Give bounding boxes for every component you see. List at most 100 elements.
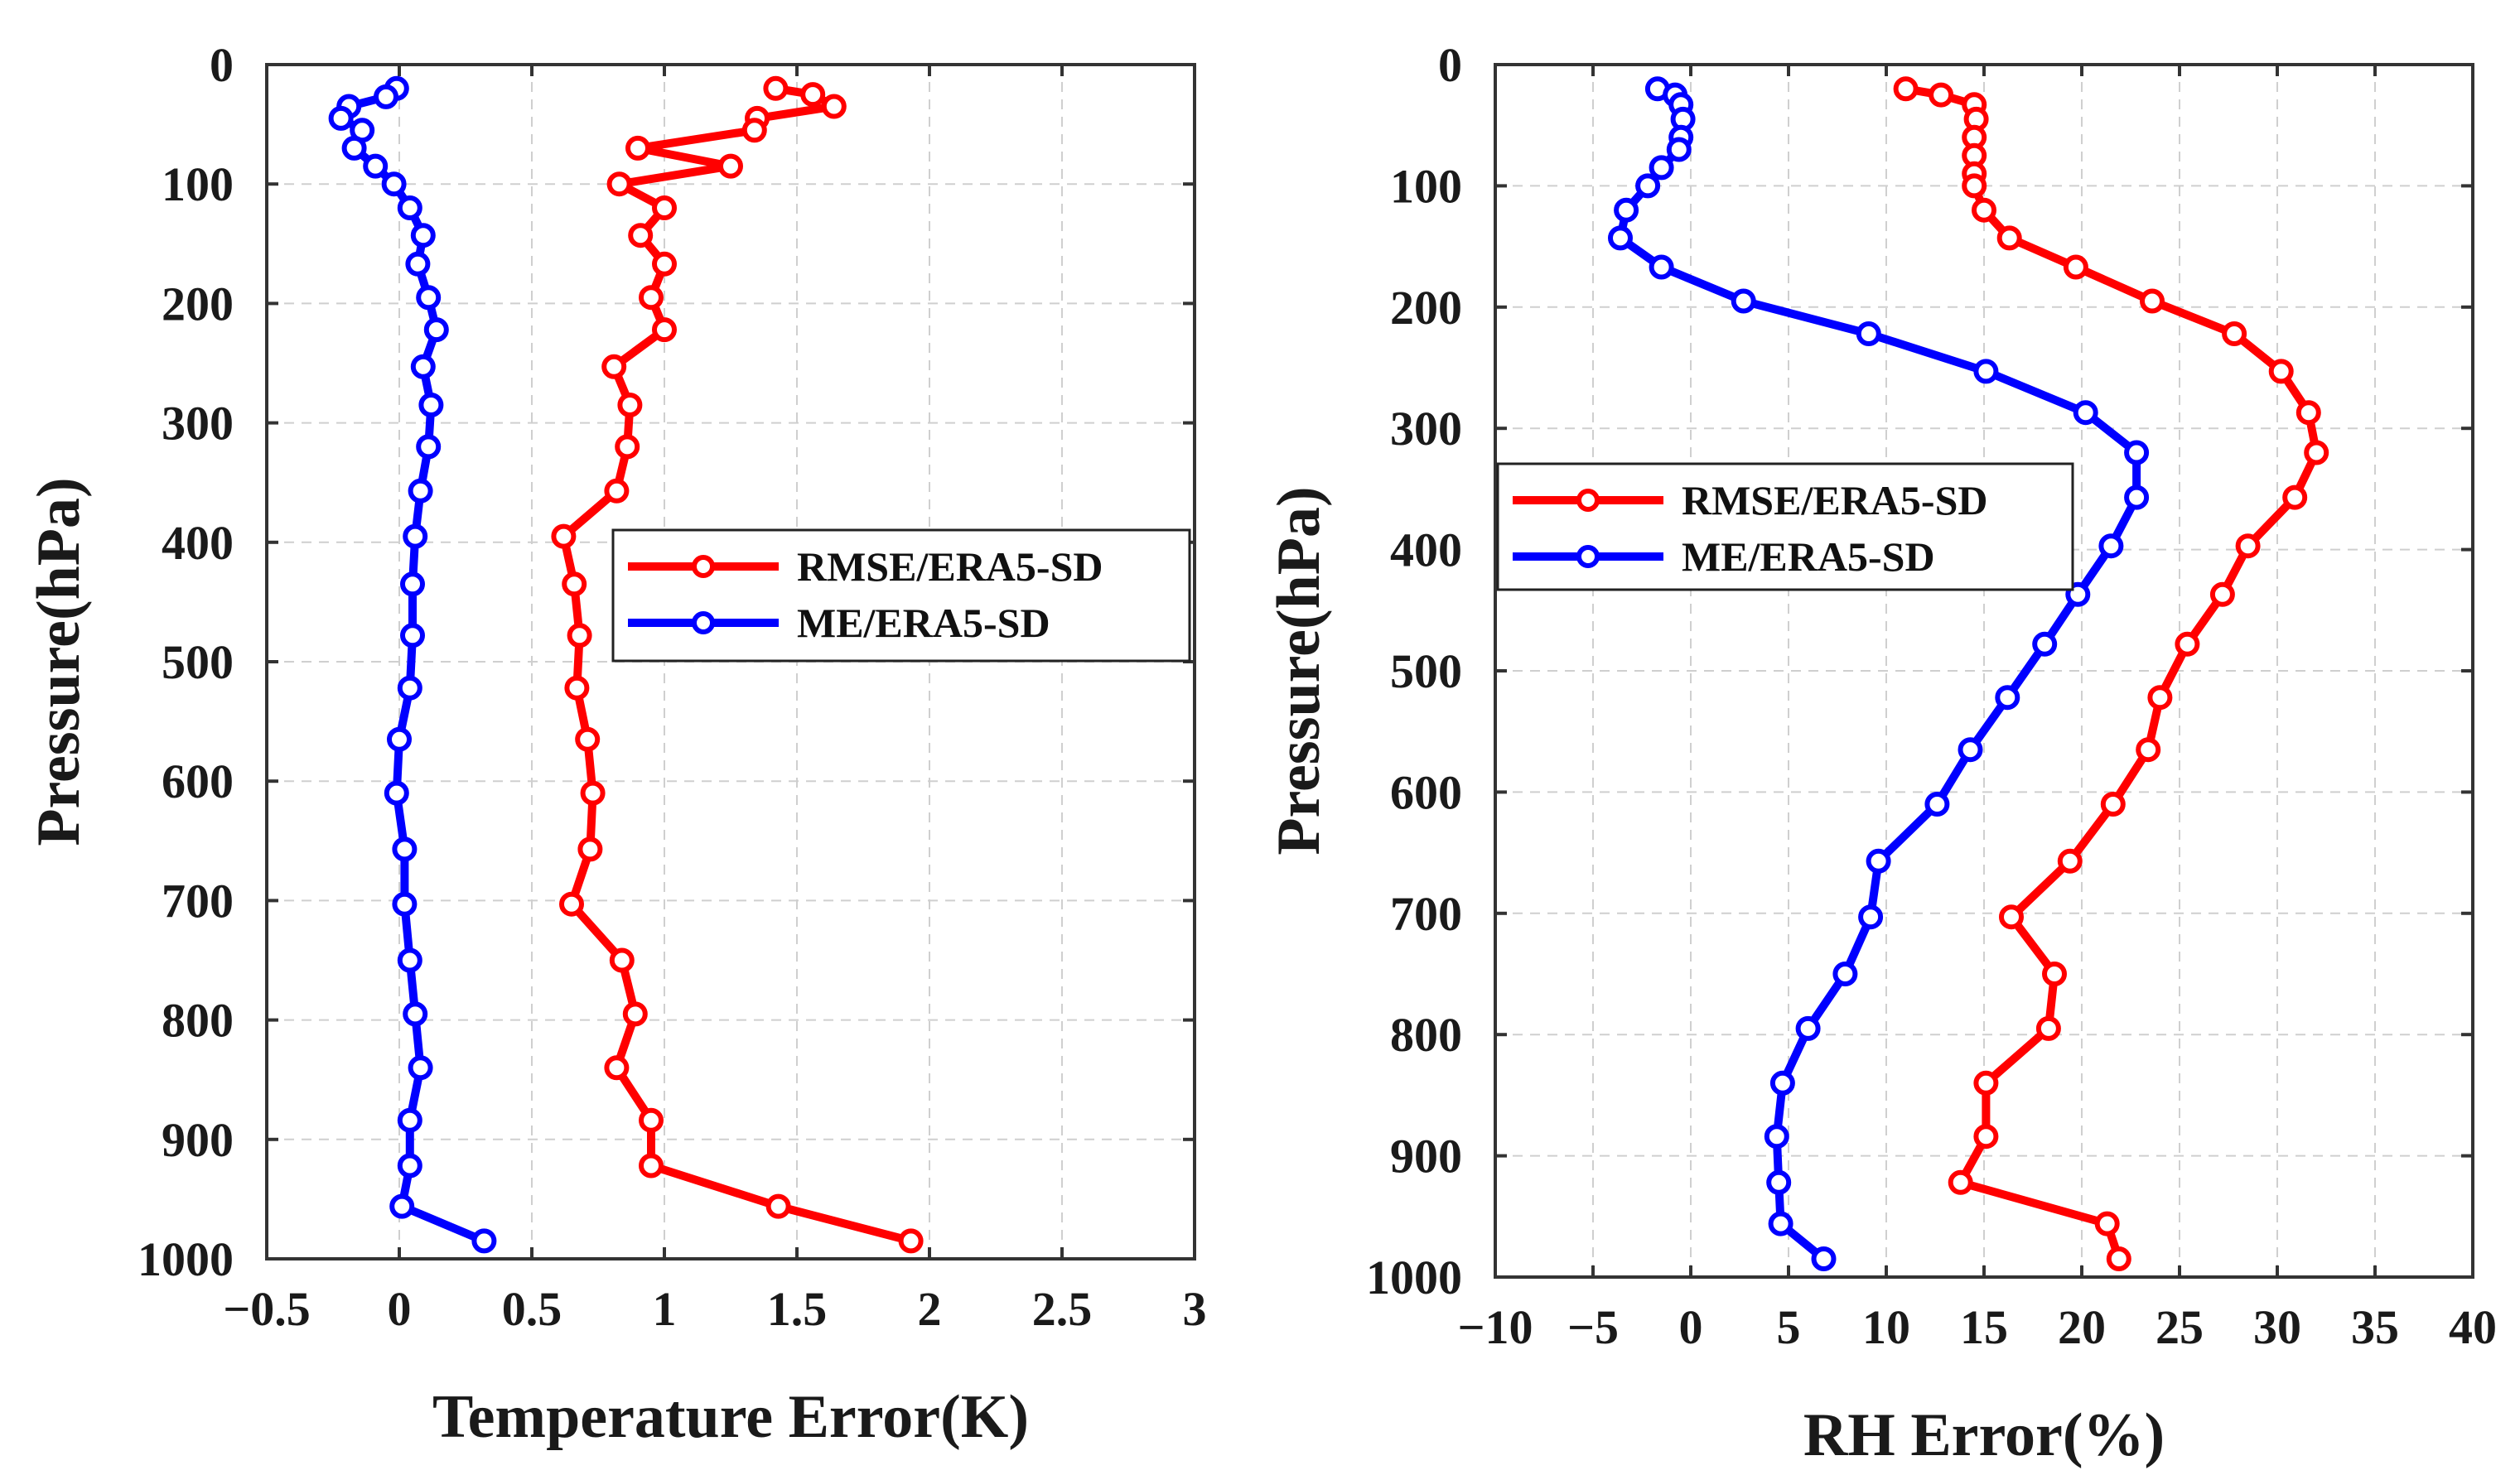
data-point bbox=[2124, 484, 2150, 510]
y-tick-label: 200 bbox=[162, 277, 234, 330]
data-point bbox=[1996, 225, 2022, 251]
data-point bbox=[1958, 737, 1983, 763]
data-point bbox=[2140, 288, 2165, 314]
data-point bbox=[765, 1193, 791, 1219]
data-point bbox=[1635, 173, 1661, 199]
data-point bbox=[2209, 581, 2235, 607]
data-point bbox=[416, 285, 442, 311]
legend-item-me: ME/ERA5-SD bbox=[628, 600, 1050, 646]
data-point bbox=[652, 195, 677, 220]
y-tick-label: 800 bbox=[1390, 1008, 1462, 1062]
data-point bbox=[2268, 359, 2294, 384]
x-tick-label: −0.5 bbox=[223, 1282, 311, 1336]
data-point bbox=[397, 947, 422, 973]
data-point bbox=[567, 623, 592, 648]
data-point bbox=[2222, 321, 2247, 346]
data-point bbox=[1731, 288, 1756, 314]
y-axis-title: Pressure(hPa) bbox=[1265, 486, 1333, 855]
legend-marker-me bbox=[1576, 545, 1600, 568]
y-tick-label: 600 bbox=[162, 754, 234, 808]
data-point bbox=[604, 1055, 630, 1081]
data-point bbox=[397, 675, 422, 701]
data-point bbox=[2124, 440, 2150, 465]
x-tick-label: 0 bbox=[1679, 1300, 1703, 1354]
data-point bbox=[1972, 197, 1996, 223]
data-point bbox=[1929, 82, 1954, 108]
y-tick-label: 300 bbox=[1390, 402, 1462, 456]
x-tick-label: 3 bbox=[1183, 1282, 1207, 1336]
y-tick-label: 0 bbox=[1438, 38, 1462, 92]
data-point bbox=[609, 947, 635, 973]
series-layer bbox=[1608, 76, 2329, 1271]
y-tick-label: 500 bbox=[1390, 644, 1462, 698]
y-tick-label: 800 bbox=[162, 994, 234, 1048]
data-point bbox=[2063, 254, 2088, 280]
x-tick-label: 0 bbox=[388, 1282, 412, 1336]
series-layer bbox=[328, 75, 924, 1254]
data-point bbox=[1948, 1169, 1973, 1195]
data-point bbox=[2175, 631, 2200, 657]
data-point bbox=[639, 1153, 664, 1179]
data-point bbox=[1766, 1169, 1792, 1195]
data-point bbox=[403, 1001, 428, 1027]
data-point bbox=[1811, 1246, 1837, 1271]
data-point bbox=[800, 82, 826, 108]
data-point bbox=[615, 434, 640, 460]
x-tick-labels: −0.5 0 0.5 1 1.5 2 2.5 3 bbox=[223, 1282, 1206, 1336]
y-tick-label: 600 bbox=[1390, 765, 1462, 819]
data-point bbox=[575, 726, 601, 752]
data-point bbox=[652, 251, 677, 277]
y-tick-label: 100 bbox=[162, 157, 234, 211]
data-point bbox=[1962, 173, 1987, 199]
legend-label-rmse: RMSE/ERA5-SD bbox=[1682, 477, 1987, 523]
data-point bbox=[397, 1153, 422, 1179]
data-point bbox=[2032, 631, 2058, 657]
y-tick-label: 200 bbox=[1390, 281, 1462, 335]
data-point bbox=[622, 1001, 648, 1027]
legend-marker-me bbox=[692, 611, 715, 634]
series-line bbox=[1901, 84, 2321, 1263]
data-point bbox=[1649, 155, 1674, 181]
data-point bbox=[1764, 1124, 1789, 1150]
data-point bbox=[1924, 792, 1950, 817]
data-point bbox=[562, 571, 587, 597]
x-axis-title: Temperature Error(K) bbox=[432, 1383, 1029, 1451]
data-point bbox=[392, 891, 418, 917]
data-point bbox=[580, 780, 606, 806]
x-tick-label: 1 bbox=[653, 1282, 677, 1336]
y-tick-label: 700 bbox=[162, 874, 234, 928]
data-point bbox=[628, 223, 654, 248]
data-point bbox=[408, 1055, 433, 1081]
x-tick-label: 20 bbox=[2058, 1300, 2106, 1354]
legend-box bbox=[611, 528, 1191, 663]
data-point bbox=[328, 105, 354, 131]
x-tick-label: 15 bbox=[1960, 1300, 2008, 1354]
data-point bbox=[652, 317, 677, 343]
data-point bbox=[1995, 685, 2020, 711]
data-point bbox=[2042, 962, 2067, 986]
y-tick-labels: 0 100 200 300 400 500 600 700 800 900 1000 bbox=[1366, 38, 1462, 1304]
legend-item-me: ME/ERA5-SD bbox=[1513, 533, 1935, 580]
x-tick-label: 25 bbox=[2156, 1300, 2204, 1354]
x-tick-label: 40 bbox=[2449, 1300, 2497, 1354]
x-tick-labels: −10 −5 0 5 10 15 20 25 30 35 40 bbox=[1457, 1300, 2497, 1354]
data-point bbox=[639, 285, 664, 311]
series-line bbox=[1616, 84, 2141, 1263]
data-point bbox=[1666, 137, 1692, 162]
data-point bbox=[763, 75, 789, 101]
data-point bbox=[341, 135, 367, 161]
data-point bbox=[408, 478, 433, 504]
x-tick-label: 0.5 bbox=[502, 1282, 562, 1336]
y-tick-label: 700 bbox=[1390, 887, 1462, 941]
data-point bbox=[1769, 1070, 1795, 1096]
y-tick-label: 500 bbox=[162, 635, 234, 689]
legend: RMSE/ERA5-SD ME/ERA5-SD bbox=[1496, 462, 2074, 591]
series-me bbox=[1608, 76, 2150, 1271]
y-tick-label: 900 bbox=[1390, 1130, 1462, 1183]
legend-label-me: ME/ERA5-SD bbox=[1682, 533, 1935, 580]
data-point bbox=[1973, 1124, 1999, 1150]
y-tick-label: 1000 bbox=[138, 1232, 234, 1286]
x-tick-label: −10 bbox=[1457, 1300, 1533, 1354]
data-point bbox=[564, 675, 590, 701]
data-point bbox=[1768, 1211, 1793, 1236]
